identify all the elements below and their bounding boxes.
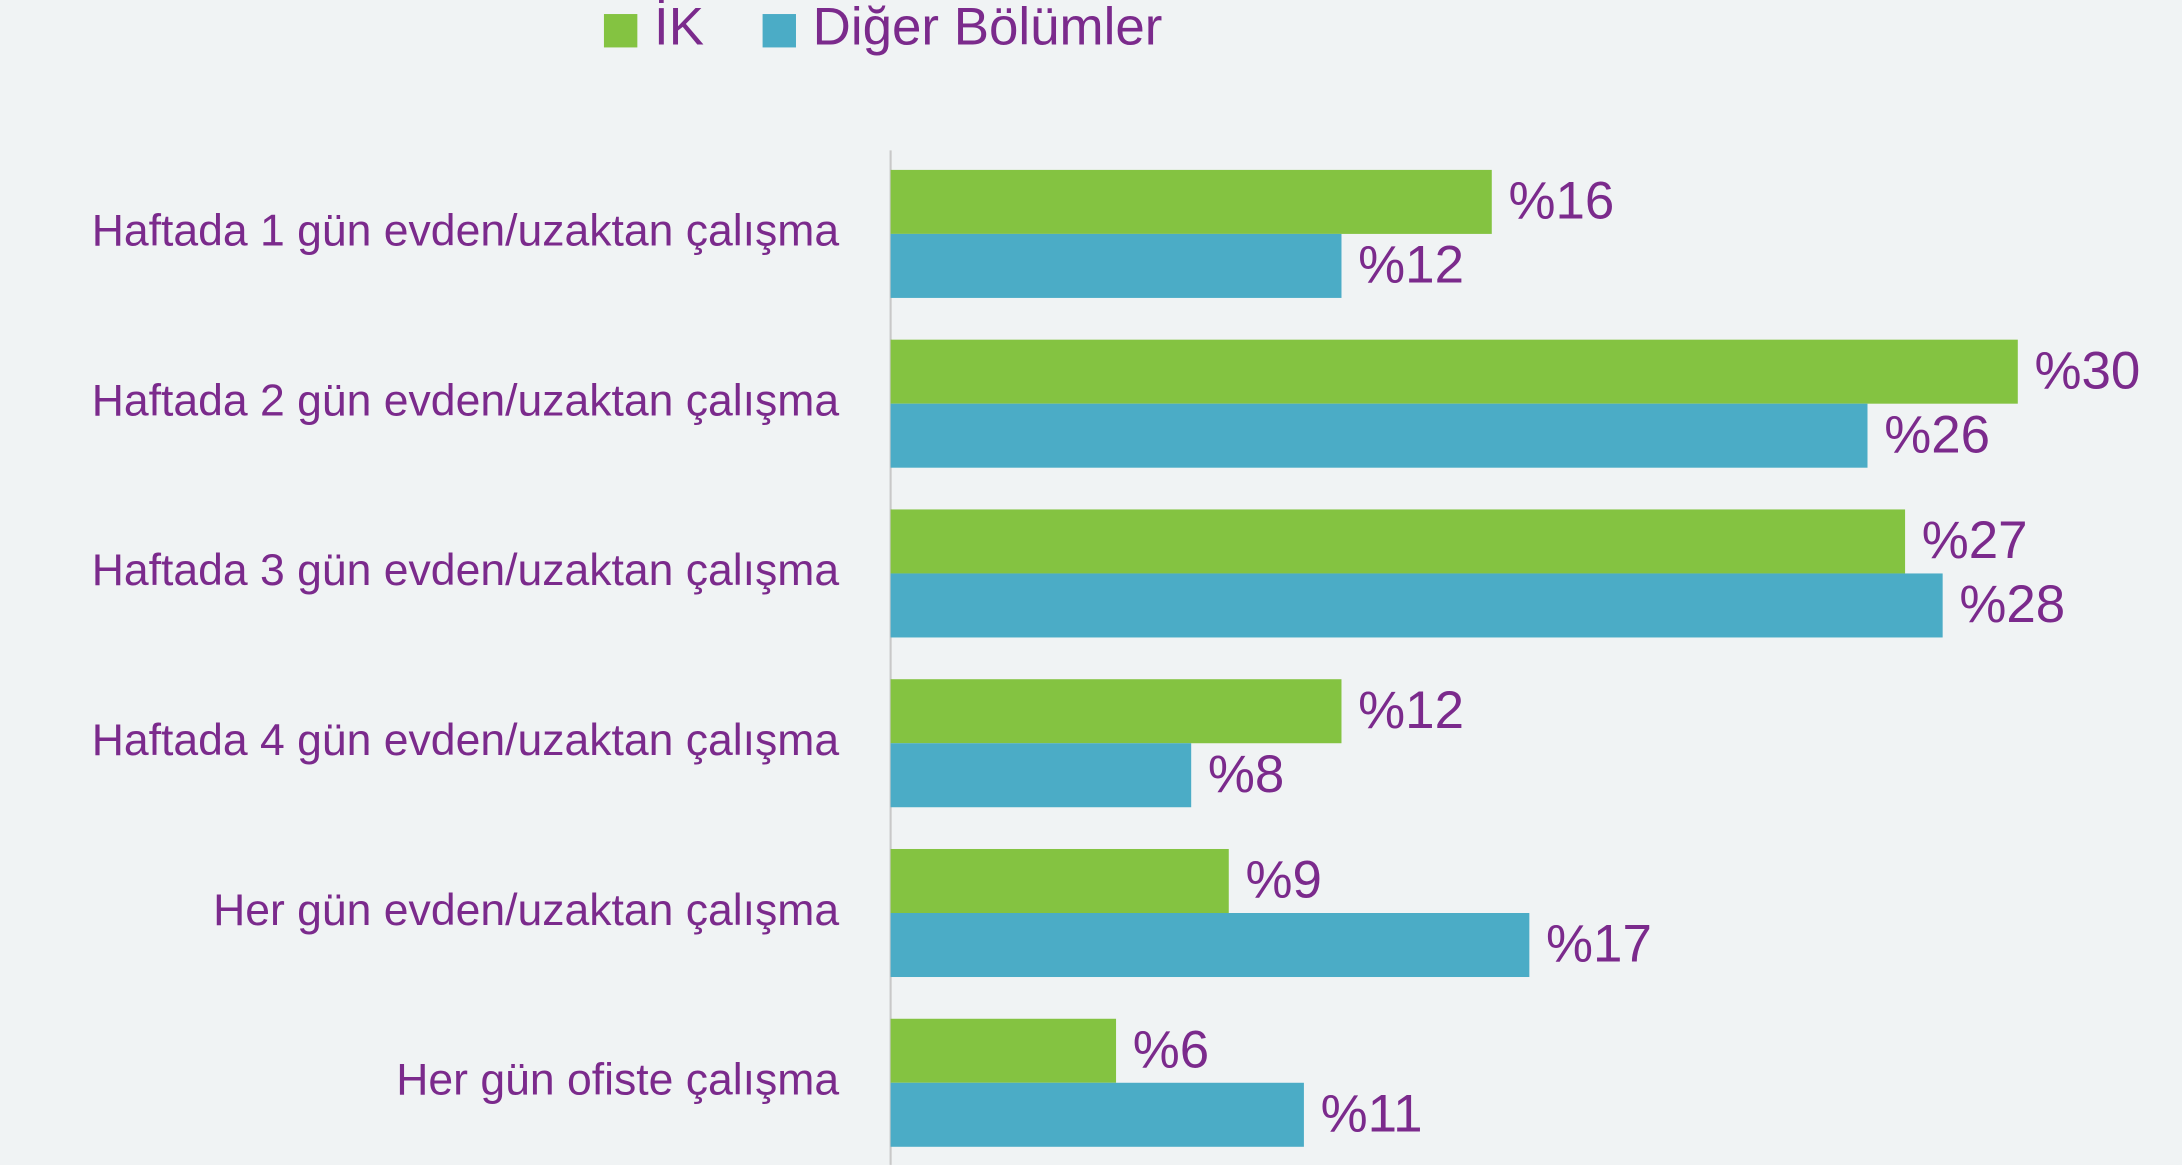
bar [890, 913, 1530, 978]
value-label: %8 [1208, 745, 1284, 804]
bar [890, 509, 1906, 574]
bar [890, 1082, 1304, 1147]
value-label: %28 [1959, 575, 2065, 634]
bar [890, 573, 1943, 638]
value-label: %12 [1358, 236, 1464, 295]
legend-swatch [762, 14, 796, 48]
value-label: %9 [1245, 851, 1321, 910]
bar [890, 679, 1342, 744]
bar [890, 1018, 1117, 1083]
bar [890, 743, 1192, 808]
value-label: %26 [1884, 405, 1990, 464]
bar [890, 169, 1492, 234]
bar [890, 403, 1868, 468]
category-label: Haftada 2 gün evden/uzaktan çalışma [92, 376, 840, 425]
value-label: %16 [1508, 172, 1614, 231]
legend-label: İK [654, 0, 704, 57]
category-label: Haftada 4 gün evden/uzaktan çalışma [92, 716, 840, 765]
bar [890, 233, 1342, 298]
legend-swatch [603, 14, 638, 48]
category-label: Her gün evden/uzaktan çalışma [213, 886, 839, 935]
value-label: %6 [1133, 1021, 1209, 1080]
value-label: %30 [2034, 341, 2140, 400]
category-label: Her gün ofiste çalışma [396, 1056, 839, 1105]
value-label: %12 [1358, 681, 1464, 740]
category-label: Haftada 1 gün evden/uzaktan çalışma [92, 207, 840, 256]
bar [890, 339, 2018, 404]
value-label: %27 [1922, 511, 2028, 570]
value-label: %17 [1546, 915, 1652, 974]
value-label: %11 [1321, 1085, 1423, 1144]
legend-label: Diğer Bölümler [813, 0, 1163, 57]
category-label: Haftada 3 gün evden/uzaktan çalışma [92, 546, 840, 595]
bar [890, 848, 1229, 914]
